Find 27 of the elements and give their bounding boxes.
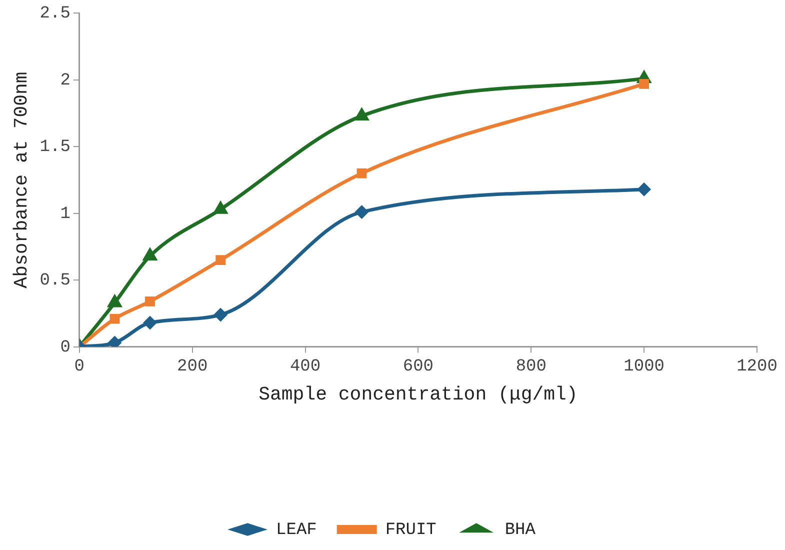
x-tick-label: 200 — [177, 358, 208, 376]
x-tick-label: 400 — [290, 358, 321, 376]
x-tick-label: 600 — [402, 358, 434, 376]
point — [356, 168, 367, 178]
y-tick-label: 2.5 — [40, 4, 70, 24]
legend-label: LEAF — [276, 521, 317, 540]
x-tick-label: 800 — [516, 358, 546, 376]
y-axis-title: Absorbance at 700nm — [10, 72, 32, 288]
y-tick-label: 1.5 — [40, 138, 70, 158]
x-tick-label: 1000 — [624, 358, 664, 376]
x-tick-label: 0 — [74, 358, 85, 376]
y-tick-label: 0 — [60, 338, 70, 358]
y-tick-label: 1 — [60, 204, 70, 224]
point — [637, 182, 652, 196]
point — [216, 255, 226, 266]
point — [354, 205, 369, 220]
point — [639, 78, 650, 89]
x-axis-title: Sample concentration (μg/ml) — [258, 384, 578, 406]
legend-label: BHA — [504, 521, 536, 540]
legend-label: FRUIT — [385, 521, 436, 540]
x-tick-label: 1200 — [736, 358, 778, 376]
point — [110, 314, 120, 324]
y-tick-label: 2 — [60, 71, 70, 90]
point — [145, 296, 155, 306]
point — [214, 308, 228, 322]
y-tick-label: 0.5 — [40, 272, 70, 291]
point — [142, 316, 157, 330]
